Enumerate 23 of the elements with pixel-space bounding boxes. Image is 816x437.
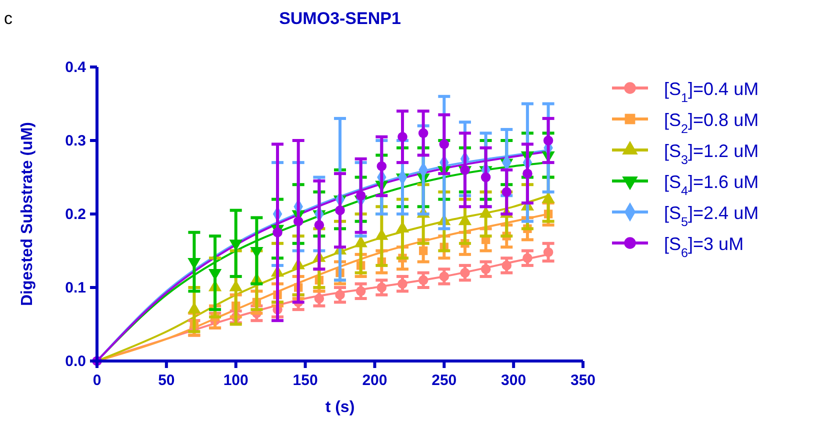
x-tick-label: 250: [432, 372, 457, 389]
x-tick-label: 350: [570, 372, 596, 389]
legend-label: [S$_{3}$]=1.2 uM: [664, 141, 759, 167]
x-tick-label: 0: [92, 372, 102, 389]
y-tick-label: 0.1: [65, 280, 86, 296]
x-tick-label: 300: [501, 372, 526, 389]
y-axis-title: Digested Substrate (uM): [19, 122, 36, 306]
legend-label: [S$_{4}$]=1.6 uM: [664, 172, 759, 198]
y-tick-label: 0.3: [65, 132, 86, 150]
y-tick-label: 0.4: [65, 59, 87, 76]
x-tick-label: 50: [158, 372, 175, 389]
legend-label: [S$_{6}$]=3 uM: [664, 234, 744, 260]
legend-label: [S$_{2}$]=0.8 uM: [664, 110, 759, 136]
x-tick-label: 150: [292, 372, 318, 389]
legend-label: [S$_{5}$]=2.4 uM: [664, 203, 759, 229]
x-tick-label: 200: [362, 372, 388, 389]
x-axis-title: t (s): [325, 399, 355, 416]
y-tick-label: 0.2: [65, 206, 86, 223]
legend-label: [S$_{1}$]=0.4 uM: [664, 79, 759, 105]
y-tick-label: 0.0: [65, 353, 86, 370]
chart-title: SUMO3-SENP1: [279, 9, 401, 28]
text: c: [4, 9, 13, 28]
x-tick-label: 100: [223, 372, 248, 389]
